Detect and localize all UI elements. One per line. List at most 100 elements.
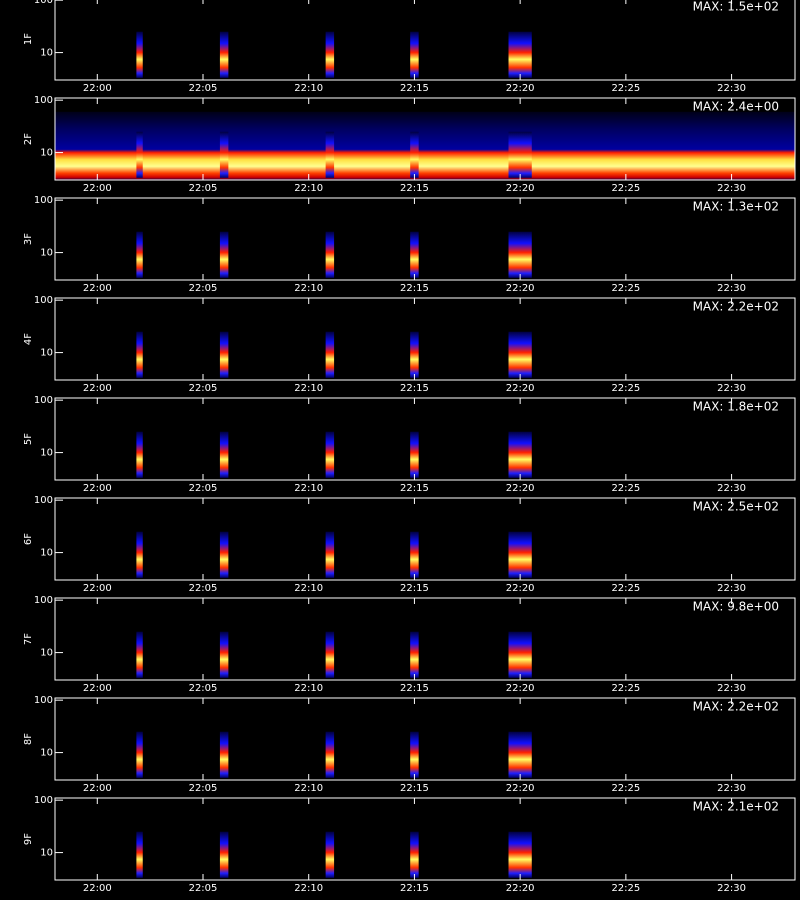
- y-tick-label: 100: [34, 0, 53, 6]
- burst: [410, 31, 419, 78]
- x-tick-label: 22:15: [400, 383, 429, 394]
- y-tick-label: 100: [34, 595, 53, 606]
- x-tick-label: 22:30: [717, 383, 746, 394]
- x-tick-label: 22:15: [400, 183, 429, 194]
- x-tick-label: 22:25: [611, 383, 640, 394]
- burst: [136, 531, 143, 578]
- x-tick-label: 22:25: [611, 283, 640, 294]
- plot-frame: [54, 297, 796, 381]
- y-tick-label: 10: [40, 248, 53, 259]
- burst: [325, 131, 335, 178]
- x-tick-label: 22:30: [717, 683, 746, 694]
- annotation: MAX: 2.1e+02: [693, 800, 779, 814]
- x-tick-label: 22:10: [294, 83, 323, 94]
- burst: [219, 831, 229, 878]
- y-axis-label: 5F: [23, 433, 34, 445]
- x-tick-label: 22:05: [189, 283, 218, 294]
- burst: [325, 631, 335, 678]
- plot-frame: [54, 797, 796, 881]
- x-tick-label: 22:20: [506, 383, 535, 394]
- x-tick-label: 22:00: [83, 483, 112, 494]
- y-axis-label: 8F: [23, 733, 34, 745]
- burst: [508, 131, 532, 178]
- x-tick-label: 22:20: [506, 283, 535, 294]
- x-tick-label: 22:25: [611, 883, 640, 894]
- burst: [325, 531, 335, 578]
- annotation: MAX: 2.2e+02: [693, 700, 779, 714]
- x-tick-label: 22:20: [506, 183, 535, 194]
- y-tick-label: 100: [34, 495, 53, 506]
- annotation: MAX: 1.8e+02: [693, 400, 779, 414]
- x-tick-label: 22:00: [83, 83, 112, 94]
- burst: [410, 431, 419, 478]
- burst: [136, 231, 143, 278]
- burst: [219, 31, 229, 78]
- plot-frame: [54, 197, 796, 281]
- y-axis-label: 7F: [23, 633, 34, 645]
- x-tick-label: 22:25: [611, 583, 640, 594]
- burst: [325, 431, 335, 478]
- x-tick-label: 22:00: [83, 383, 112, 394]
- y-tick-label: 10: [40, 48, 53, 59]
- x-tick-label: 22:30: [717, 883, 746, 894]
- x-tick-label: 22:30: [717, 583, 746, 594]
- plot-frame: [54, 497, 796, 581]
- burst: [136, 31, 143, 78]
- x-tick-label: 22:00: [83, 583, 112, 594]
- burst: [325, 31, 335, 78]
- y-tick-label: 100: [34, 295, 53, 306]
- x-tick-label: 22:10: [294, 883, 323, 894]
- x-tick-label: 22:20: [506, 783, 535, 794]
- burst: [219, 531, 229, 578]
- x-tick-label: 22:10: [294, 783, 323, 794]
- burst: [219, 731, 229, 778]
- burst: [136, 631, 143, 678]
- x-tick-label: 22:15: [400, 883, 429, 894]
- y-tick-label: 10: [40, 548, 53, 559]
- x-tick-label: 22:10: [294, 483, 323, 494]
- y-axis-label: 2F: [23, 133, 34, 145]
- x-tick-label: 22:05: [189, 383, 218, 394]
- burst: [508, 431, 532, 478]
- x-tick-label: 22:20: [506, 583, 535, 594]
- x-tick-label: 22:10: [294, 283, 323, 294]
- x-tick-label: 22:15: [400, 283, 429, 294]
- burst: [136, 131, 143, 178]
- y-axis-label: 9F: [23, 833, 34, 845]
- x-tick-label: 22:30: [717, 183, 746, 194]
- y-tick-label: 10: [40, 748, 53, 759]
- burst: [325, 231, 335, 278]
- x-tick-label: 22:10: [294, 383, 323, 394]
- x-tick-label: 22:05: [189, 783, 218, 794]
- x-tick-label: 22:15: [400, 483, 429, 494]
- annotation: MAX: 2.2e+02: [693, 300, 779, 314]
- x-tick-label: 22:15: [400, 783, 429, 794]
- x-tick-label: 22:00: [83, 783, 112, 794]
- x-tick-label: 22:20: [506, 83, 535, 94]
- plot-frame: [54, 597, 796, 681]
- annotation: MAX: 2.5e+02: [693, 500, 779, 514]
- x-tick-label: 22:25: [611, 83, 640, 94]
- y-tick-label: 10: [40, 448, 53, 459]
- plot-frame: [54, 697, 796, 781]
- burst: [410, 631, 419, 678]
- plot-frame: [54, 0, 796, 81]
- x-tick-label: 22:25: [611, 683, 640, 694]
- plot-frame: [54, 397, 796, 481]
- x-tick-label: 22:20: [506, 483, 535, 494]
- x-tick-label: 22:05: [189, 483, 218, 494]
- y-tick-label: 10: [40, 848, 53, 859]
- x-tick-label: 22:00: [83, 683, 112, 694]
- x-tick-label: 22:15: [400, 683, 429, 694]
- y-tick-label: 100: [34, 195, 53, 206]
- x-tick-label: 22:00: [83, 883, 112, 894]
- annotation: MAX: 1.3e+02: [693, 200, 779, 214]
- burst: [508, 231, 532, 278]
- x-tick-label: 22:00: [83, 283, 112, 294]
- burst: [410, 731, 419, 778]
- burst: [136, 731, 143, 778]
- burst: [508, 331, 532, 378]
- y-tick-label: 10: [40, 148, 53, 159]
- burst: [410, 331, 419, 378]
- y-axis-label: 1F: [23, 33, 34, 45]
